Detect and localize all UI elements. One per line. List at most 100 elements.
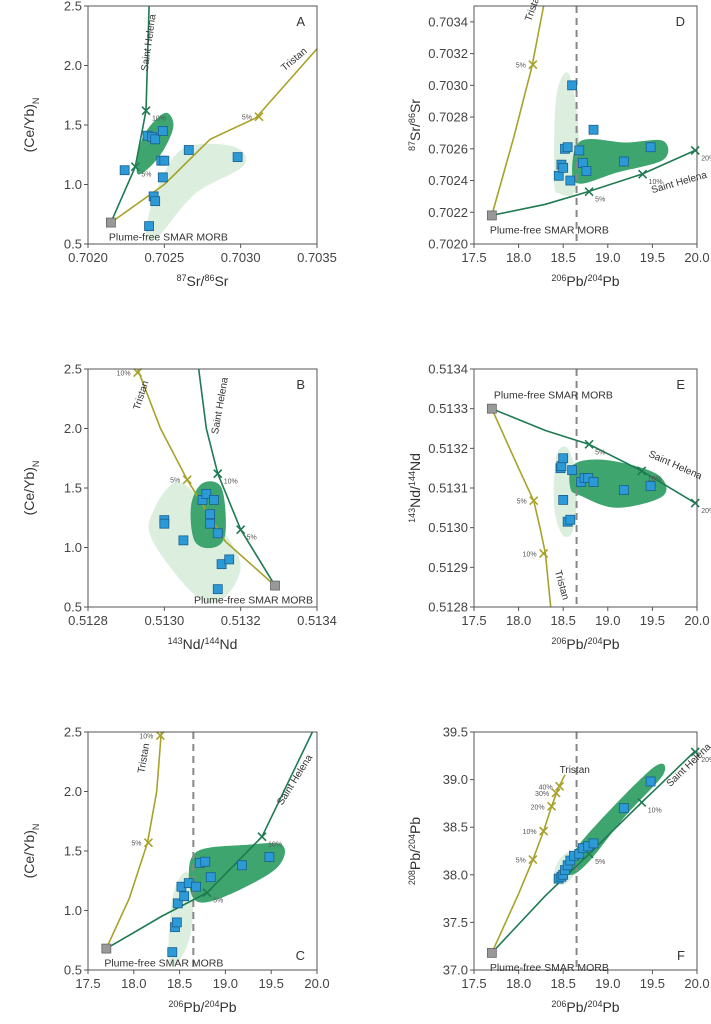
sample-point bbox=[645, 142, 656, 153]
y-tick-label: 2.0 bbox=[64, 58, 82, 73]
y-tick-label: 1.0 bbox=[64, 540, 82, 555]
x-tick-label: 18.5 bbox=[551, 976, 576, 991]
sample-point bbox=[558, 162, 569, 173]
tristan-mark bbox=[539, 548, 549, 559]
y-tick-label: 39.5 bbox=[443, 725, 468, 740]
x-tick-label: 20.0 bbox=[684, 976, 709, 991]
saint-helena-mark-label: 10% bbox=[648, 476, 662, 483]
tristan-label: Tristan bbox=[279, 46, 309, 74]
sample-point bbox=[567, 465, 578, 476]
x-tick-label: 19.0 bbox=[213, 976, 238, 991]
y-axis-label: 87Sr/86Sr bbox=[407, 99, 423, 151]
tristan-mark bbox=[143, 838, 154, 848]
morb-label: Plume-free SMAR MORB bbox=[104, 958, 223, 970]
saint-helena-curve bbox=[110, 6, 150, 223]
sample-point bbox=[645, 776, 656, 787]
saint-helena-mark bbox=[690, 747, 700, 757]
saint-helena-mark bbox=[637, 466, 647, 476]
sample-point bbox=[191, 881, 201, 892]
saint-helena-mark bbox=[141, 106, 151, 116]
x-tick-label: 19.5 bbox=[259, 976, 284, 991]
x-tick-label: 17.5 bbox=[461, 976, 486, 991]
saint-helena-mark bbox=[584, 439, 594, 449]
tristan-mark bbox=[547, 801, 557, 811]
x-tick-label: 19.0 bbox=[595, 613, 620, 628]
tristan-mark bbox=[133, 368, 143, 378]
tristan-mark-label: 5% bbox=[517, 499, 527, 506]
tristan-mark-label: 30% bbox=[535, 791, 549, 798]
saint-helena-label: Saint Helena bbox=[650, 170, 708, 196]
morb-label: Plume-free SMAR MORB bbox=[109, 232, 228, 244]
morb-label: Plume-free SMAR MORB bbox=[194, 595, 313, 607]
sample-point bbox=[144, 221, 154, 232]
sample-point bbox=[205, 518, 216, 529]
tristan-mark bbox=[155, 731, 165, 741]
sample-point bbox=[562, 142, 573, 153]
saint-helena-label: Saint Helena bbox=[140, 13, 159, 72]
morb-point bbox=[486, 947, 497, 958]
y-tick-label: 0.5131 bbox=[428, 481, 468, 496]
y-axis-label: (Ce/Yb)N bbox=[21, 98, 41, 153]
tristan-mark bbox=[528, 855, 538, 865]
morb-label: Plume-free SMAR MORB bbox=[490, 962, 609, 974]
saint-helena-mark-label: 5% bbox=[213, 898, 223, 905]
plot-frame bbox=[473, 5, 698, 245]
panel-letter: A bbox=[296, 14, 305, 29]
x-tick-label: 0.7035 bbox=[297, 250, 337, 265]
tristan-mark-label: 10% bbox=[523, 551, 537, 558]
tristan-mark-label: 40% bbox=[539, 784, 553, 791]
y-tick-label: 38.5 bbox=[443, 820, 468, 835]
x-tick-label: 17.5 bbox=[75, 976, 100, 991]
saint-helena-mark-label: 5% bbox=[595, 197, 605, 204]
tristan-curve bbox=[491, 408, 552, 607]
x-tick-label: 0.7030 bbox=[221, 250, 261, 265]
x-tick-label: 19.5 bbox=[640, 976, 665, 991]
y-tick-label: 0.5 bbox=[64, 600, 82, 615]
y-tick-label: 0.7020 bbox=[428, 237, 468, 252]
panel-letter: C bbox=[296, 948, 305, 963]
tristan-mark bbox=[555, 781, 565, 791]
saint-helena-mark bbox=[236, 525, 246, 535]
x-axis-label: 87Sr/86Sr bbox=[177, 273, 229, 289]
y-tick-label: 2.5 bbox=[64, 362, 82, 377]
saint-helena-label: Saint Helena bbox=[210, 376, 231, 435]
y-tick-label: 0.7024 bbox=[428, 173, 468, 188]
sample-point bbox=[179, 891, 190, 902]
panel-letter: B bbox=[296, 377, 305, 392]
tristan-mark-label: 5% bbox=[131, 841, 141, 848]
plot-area bbox=[491, 369, 696, 607]
tristan-curve bbox=[491, 774, 566, 954]
x-tick-label: 0.5128 bbox=[68, 613, 108, 628]
y-axis-label: 143Nd/144Nd bbox=[407, 453, 423, 523]
y-tick-label: 0.7034 bbox=[428, 14, 468, 29]
sample-point bbox=[618, 485, 629, 495]
x-tick-label: 20.0 bbox=[684, 613, 709, 628]
morb-point bbox=[486, 210, 497, 221]
saint-helena-mark-label: 10% bbox=[224, 479, 238, 486]
y-tick-label: 1.5 bbox=[64, 481, 82, 496]
x-tick-label: 19.5 bbox=[640, 250, 665, 265]
sample-point bbox=[205, 509, 216, 520]
tristan-mark bbox=[182, 475, 192, 485]
x-axis-label: 206Pb/204Pb bbox=[551, 273, 619, 289]
saint-helena-mark bbox=[257, 832, 267, 842]
x-tick-label: 0.7025 bbox=[144, 250, 184, 265]
sample-point bbox=[157, 172, 168, 183]
x-tick-label: 19.0 bbox=[595, 250, 620, 265]
plot-area bbox=[491, 732, 696, 970]
tristan-mark bbox=[539, 826, 549, 836]
saint-helena-mark-label: 5% bbox=[141, 172, 151, 179]
y-axis-label: (Ce/Yb)N bbox=[21, 461, 41, 516]
x-tick-label: 20.0 bbox=[684, 250, 709, 265]
tristan-mark-label: 20% bbox=[531, 804, 545, 811]
sample-point bbox=[159, 155, 170, 166]
x-tick-label: 18.5 bbox=[551, 250, 576, 265]
tristan-label: Tristan bbox=[136, 743, 152, 775]
sample-point bbox=[588, 124, 599, 135]
y-tick-label: 0.5 bbox=[64, 237, 82, 252]
morb-point bbox=[486, 403, 497, 414]
sample-point bbox=[565, 175, 576, 186]
saint-helena-mark bbox=[213, 469, 223, 479]
y-axis-label: 208Pb/204Pb bbox=[407, 817, 423, 885]
